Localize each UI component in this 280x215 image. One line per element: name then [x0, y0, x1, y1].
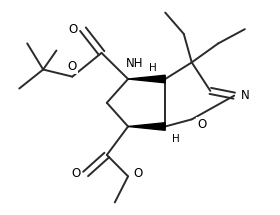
Text: O: O	[197, 118, 206, 131]
Polygon shape	[128, 75, 165, 83]
Text: H: H	[150, 63, 157, 73]
Text: H: H	[172, 134, 179, 144]
Text: O: O	[71, 167, 80, 180]
Text: O: O	[68, 60, 77, 73]
Text: NH: NH	[125, 57, 143, 70]
Text: N: N	[241, 89, 249, 102]
Text: O: O	[68, 23, 78, 36]
Polygon shape	[128, 123, 165, 130]
Text: O: O	[133, 167, 143, 180]
